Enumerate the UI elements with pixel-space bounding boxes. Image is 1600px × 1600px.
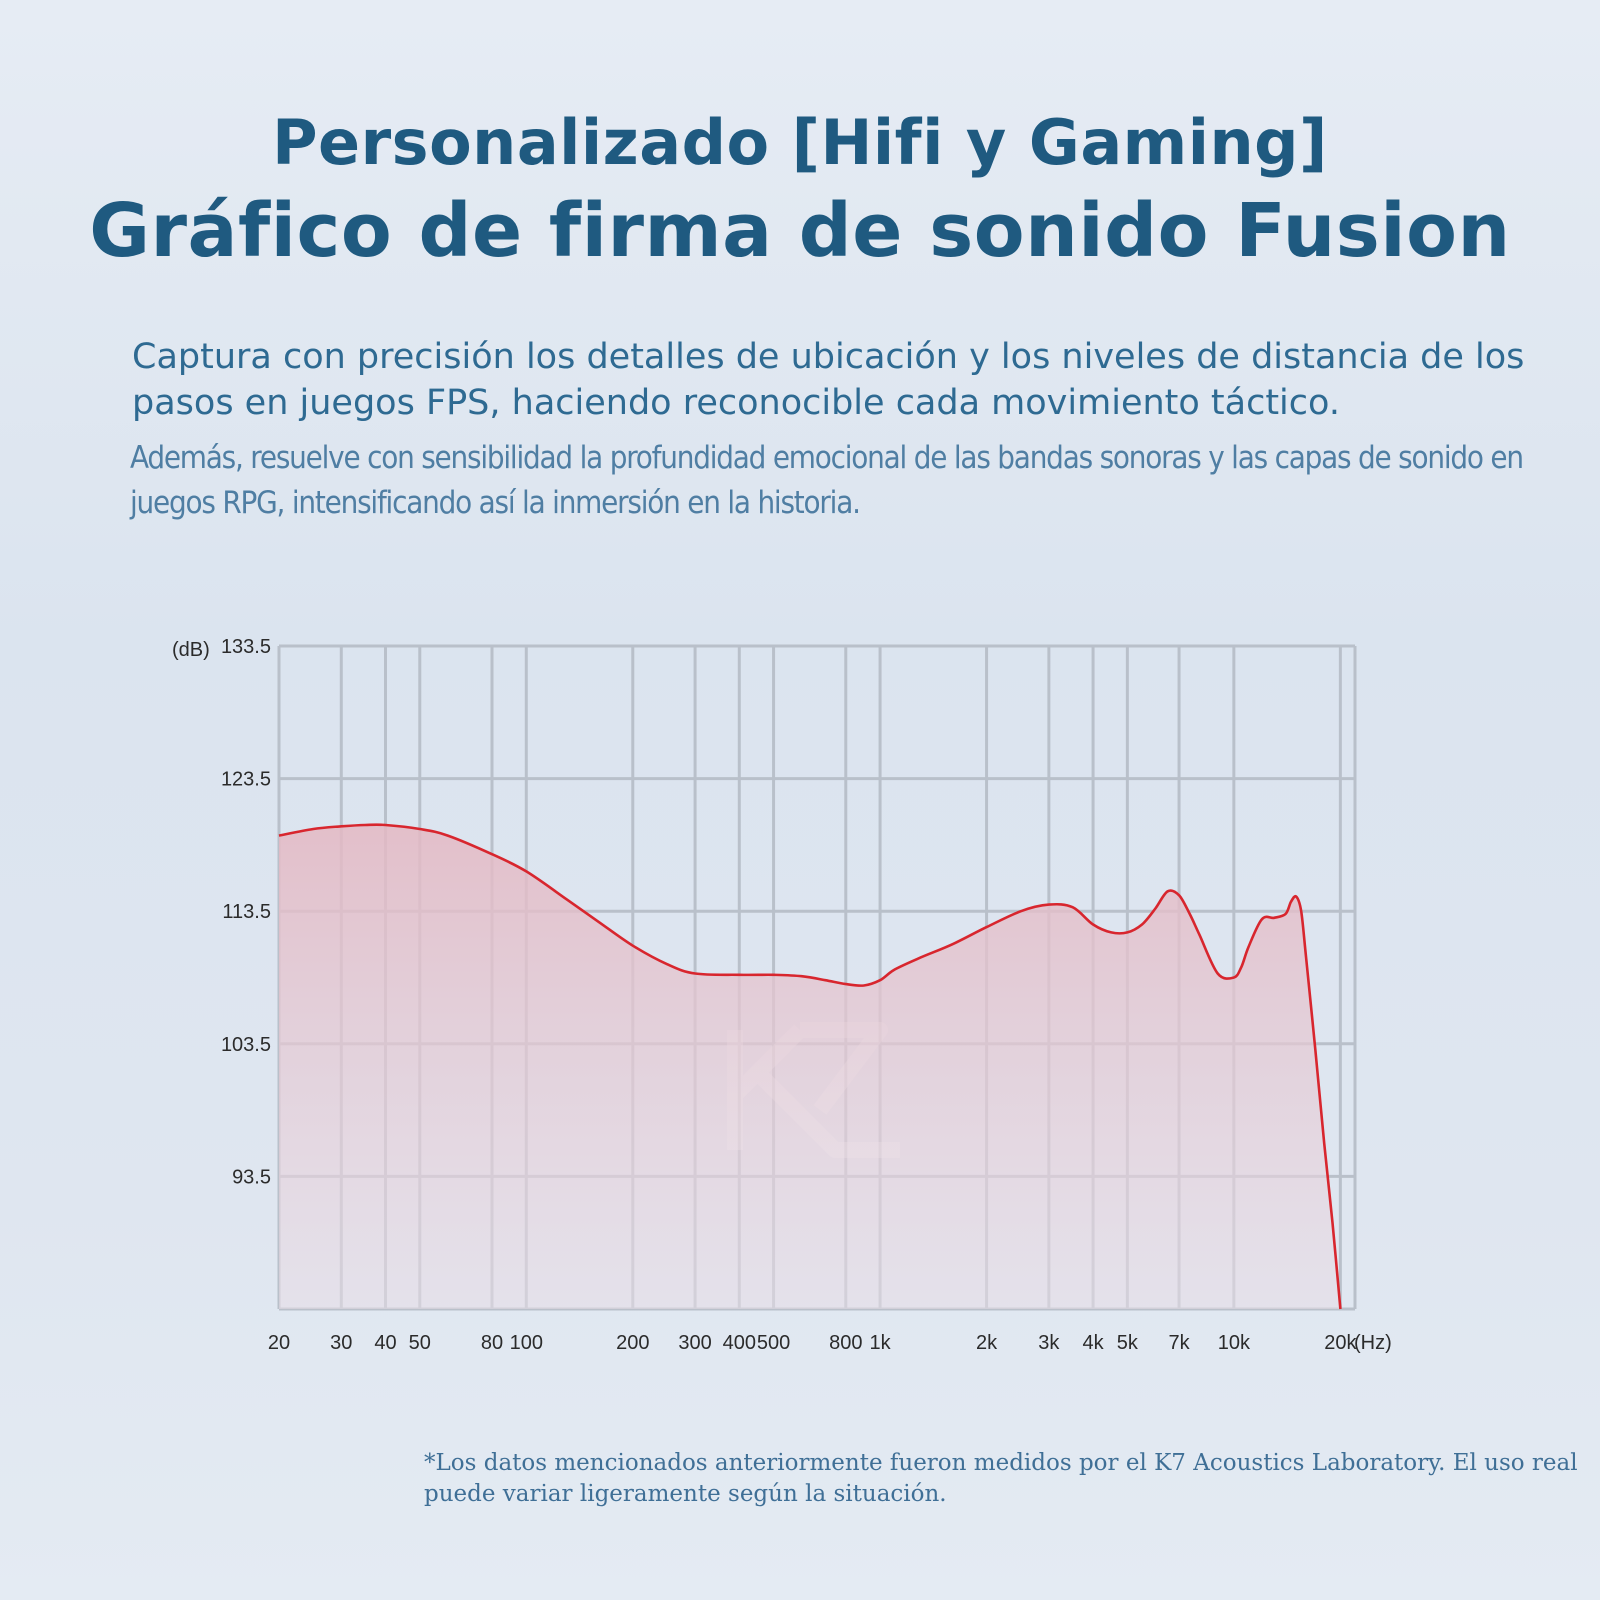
- x-axis-unit-label: (Hz): [1354, 1332, 1392, 1354]
- x-tick-label: 2k: [976, 1332, 998, 1354]
- x-tick-label: 10k: [1218, 1332, 1251, 1354]
- x-tick-label: 7k: [1168, 1332, 1190, 1354]
- y-tick-label: 133.5: [221, 636, 271, 658]
- response-curve: [278, 823, 1342, 1310]
- axis-ticks: 133.5 123.5 113.5 103.5 93.5 20 30 40 50 80 100 200…: [221, 636, 1358, 1354]
- footnote: *Los datos mencionados anteriormente fue…: [424, 1450, 1578, 1507]
- title-line-1: Personalizado [Hifi y Gaming]: [272, 106, 1328, 179]
- curve-layer: [278, 823, 1342, 1310]
- x-tick-label: 200: [616, 1332, 649, 1354]
- x-tick-label: 100: [510, 1332, 543, 1354]
- x-tick-label: 1k: [870, 1332, 892, 1354]
- x-tick-label: 30: [330, 1332, 352, 1354]
- title-line-2: Gráfico de firma de sonido Fusion: [89, 188, 1511, 274]
- x-tick-label: 40: [374, 1332, 396, 1354]
- x-tick-label: 20: [268, 1332, 290, 1354]
- x-tick-label: 400: [723, 1332, 756, 1354]
- y-tick-label: 93.5: [232, 1166, 271, 1188]
- frequency-response-chart: 133.5 123.5 113.5 103.5 93.5 20 30 40 50 80 100 200…: [172, 636, 1392, 1354]
- x-tick-label: 500: [757, 1332, 790, 1354]
- response-area-fill: [279, 824, 1341, 1309]
- y-axis-unit-label: (dB): [172, 639, 210, 661]
- x-tick-label: 4k: [1083, 1332, 1105, 1354]
- y-tick-label: 103.5: [221, 1034, 271, 1056]
- x-tick-label: 3k: [1038, 1332, 1060, 1354]
- x-tick-label: 800: [829, 1332, 862, 1354]
- x-tick-label: 5k: [1117, 1332, 1139, 1354]
- x-tick-label: 80: [481, 1332, 503, 1354]
- x-tick-label: 20k: [1324, 1332, 1357, 1354]
- x-tick-label: 50: [409, 1332, 431, 1354]
- x-tick-label: 300: [678, 1332, 711, 1354]
- y-tick-label: 113.5: [222, 901, 271, 923]
- y-tick-label: 123.5: [221, 769, 271, 791]
- description-secondary: Además, resuelve con sensibilidad la pro…: [130, 440, 1524, 521]
- description-primary: Captura con precisión los detalles de ub…: [132, 337, 1525, 423]
